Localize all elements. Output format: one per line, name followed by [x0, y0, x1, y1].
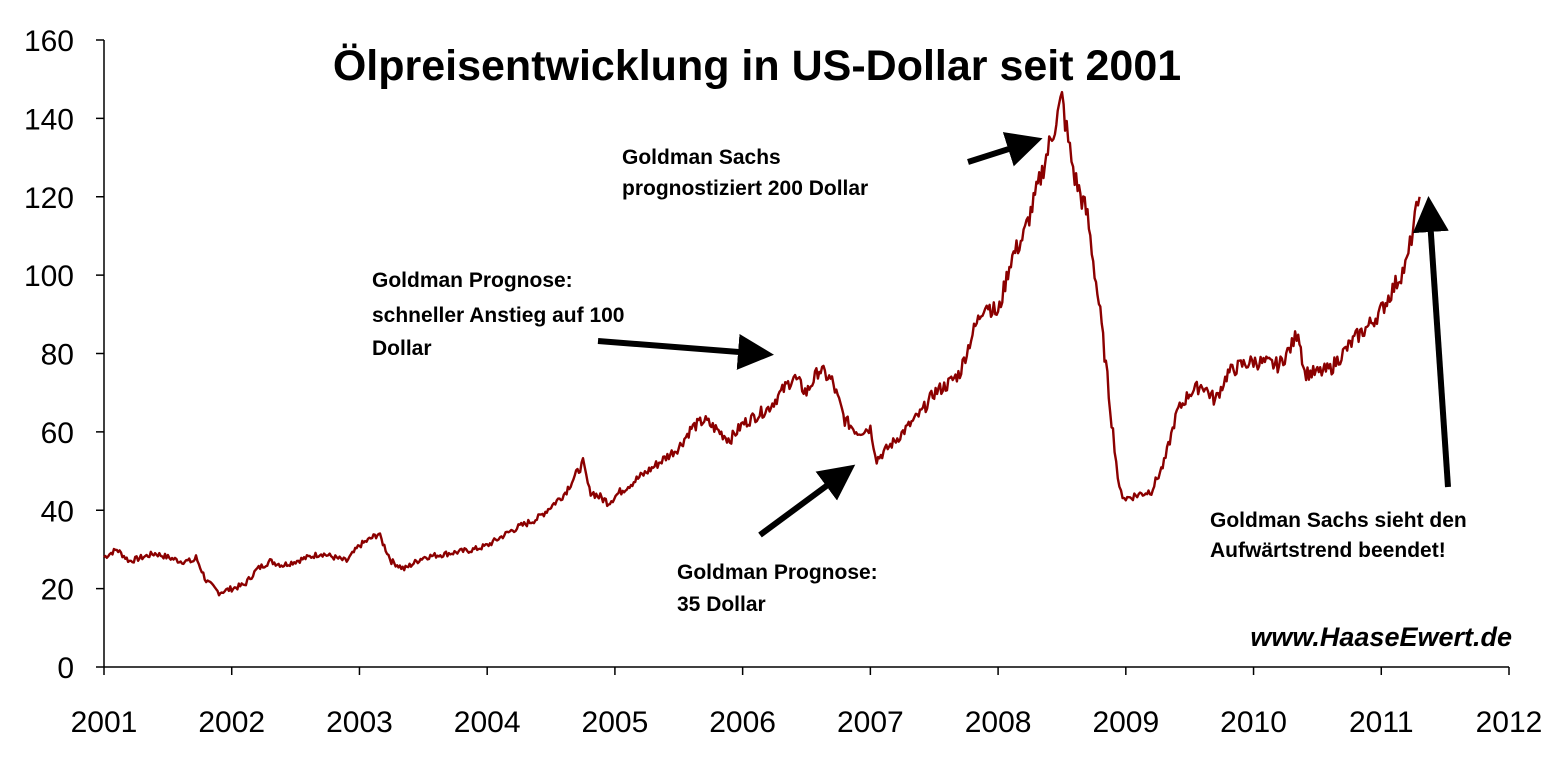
y-ticks: 0 20 40 60 80 100 120 140 160 — [24, 25, 104, 685]
x-tick-label: 2012 — [1476, 706, 1543, 739]
annotation-goldman-200-line-2: prognostiziert 200 Dollar — [622, 177, 868, 200]
x-tick-label: 2011 — [1349, 706, 1414, 739]
x-ticks: 2001 2002 2003 2004 2005 2006 2007 2008 2009 2010… — [71, 667, 1543, 739]
arrow-goldman-200 — [967, 132, 1043, 167]
annotation-goldman-200-line-1: Goldman Sachs — [622, 146, 781, 169]
arrow-goldman-100 — [597, 333, 774, 370]
y-tick-label: 0 — [57, 652, 74, 685]
annotation-trend-ended: Goldman Sachs sieht den Aufwärtstrend be… — [1210, 509, 1473, 562]
annotation-goldman-35-line-2: 35 Dollar — [677, 593, 766, 616]
annotation-goldman-100: Goldman Prognose: schneller Anstieg auf … — [372, 269, 630, 360]
annotation-goldman-100-line-1: Goldman Prognose: — [372, 269, 573, 292]
series-line-oil-price — [103, 90, 1421, 597]
x-tick-label: 2009 — [1092, 706, 1159, 739]
y-tick-label: 160 — [24, 25, 74, 58]
annotation-goldman-35: Goldman Prognose: 35 Dollar — [677, 561, 884, 616]
x-tick-label: 2006 — [709, 706, 776, 739]
x-tick-label: 2003 — [326, 706, 393, 739]
annotation-trend-ended-line-1: Goldman Sachs sieht den — [1210, 509, 1467, 532]
y-tick-label: 140 — [24, 103, 74, 136]
annotation-goldman-100-line-3: Dollar — [372, 337, 432, 360]
x-tick-label: 2001 — [71, 706, 138, 739]
x-tick-label: 2008 — [965, 706, 1032, 739]
x-tick-label: 2004 — [454, 706, 521, 739]
y-tick-label: 100 — [24, 260, 74, 293]
y-tick-label: 40 — [41, 495, 74, 528]
series-group — [103, 90, 1421, 597]
x-tick-label: 2007 — [837, 706, 904, 739]
annotation-trend-ended-line-2: Aufwärtstrend beendet! — [1210, 539, 1446, 562]
arrow-trend-ended — [1412, 196, 1451, 488]
x-tick-label: 2005 — [582, 706, 649, 739]
y-tick-label: 120 — [24, 182, 74, 215]
y-tick-label: 80 — [41, 339, 74, 372]
website-watermark: www.HaaseEwert.de — [1250, 622, 1512, 652]
y-tick-label: 60 — [41, 417, 74, 450]
annotation-goldman-35-line-1: Goldman Prognose: — [677, 561, 878, 584]
x-tick-label: 2002 — [198, 706, 265, 739]
annotation-goldman-100-line-2: schneller Anstieg auf 100 — [372, 304, 624, 327]
annotation-goldman-200: Goldman Sachs prognostiziert 200 Dollar — [622, 146, 868, 200]
x-tick-label: 2010 — [1220, 706, 1287, 739]
arrow-goldman-35 — [758, 464, 856, 538]
annotations: Goldman Sachs prognostiziert 200 Dollar … — [372, 132, 1473, 616]
chart-title: Ölpreisentwicklung in US-Dollar seit 200… — [333, 42, 1181, 90]
y-tick-label: 20 — [41, 574, 74, 607]
